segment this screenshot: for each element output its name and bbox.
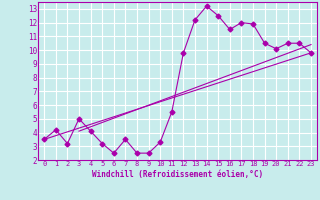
X-axis label: Windchill (Refroidissement éolien,°C): Windchill (Refroidissement éolien,°C) — [92, 170, 263, 179]
